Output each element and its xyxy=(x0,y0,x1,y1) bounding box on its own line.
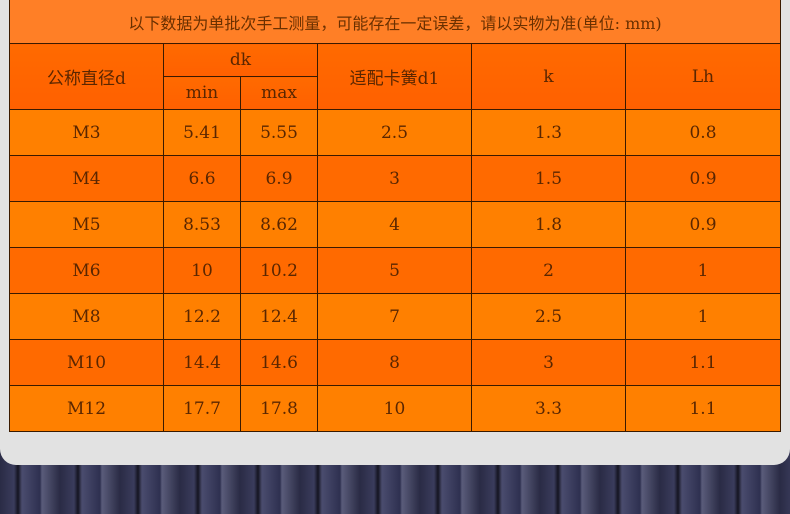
cell-d1: 4 xyxy=(317,201,472,248)
cell-k: 3 xyxy=(471,339,626,386)
cell-k: 2 xyxy=(471,247,626,294)
cell-k: 1.3 xyxy=(471,109,626,156)
cell-size: M5 xyxy=(9,201,164,248)
cell-k: 1.8 xyxy=(471,201,626,248)
cell-k: 3.3 xyxy=(471,385,626,432)
cell-dk-max: 6.9 xyxy=(240,155,318,202)
table-row: M6 10 10.2 5 2 1 xyxy=(9,247,782,294)
cell-dk-max: 10.2 xyxy=(240,247,318,294)
header-k: k xyxy=(471,43,626,110)
table-row: M4 6.6 6.9 3 1.5 0.9 xyxy=(9,155,782,202)
cell-size: M10 xyxy=(9,339,164,386)
cell-dk-min: 17.7 xyxy=(163,385,241,432)
cell-lh: 0.9 xyxy=(624,155,782,202)
cell-d1: 8 xyxy=(317,339,472,386)
cell-lh: 0.8 xyxy=(624,109,782,156)
cell-size: M4 xyxy=(9,155,164,202)
cell-dk-min: 12.2 xyxy=(163,293,241,340)
cell-dk-min: 5.41 xyxy=(163,109,241,156)
cell-dk-max: 12.4 xyxy=(240,293,318,340)
header-dk: dk xyxy=(163,43,318,77)
cell-size: M3 xyxy=(9,109,164,156)
cell-k: 1.5 xyxy=(471,155,626,202)
cell-dk-max: 17.8 xyxy=(240,385,318,432)
cell-d1: 2.5 xyxy=(317,109,472,156)
header-lh: Lh xyxy=(624,43,782,110)
cell-lh: 1 xyxy=(624,247,782,294)
cell-d1: 3 xyxy=(317,155,472,202)
cell-lh: 1.1 xyxy=(624,339,782,386)
cell-lh: 1 xyxy=(624,293,782,340)
cell-k: 2.5 xyxy=(471,293,626,340)
cell-dk-min: 14.4 xyxy=(163,339,241,386)
cell-d1: 7 xyxy=(317,293,472,340)
header-dk-min: min xyxy=(163,76,241,110)
cell-d1: 10 xyxy=(317,385,472,432)
cell-d1: 5 xyxy=(317,247,472,294)
cell-size: M6 xyxy=(9,247,164,294)
cell-size: M8 xyxy=(9,293,164,340)
cell-dk-min: 8.53 xyxy=(163,201,241,248)
measurement-note: 以下数据为单批次手工测量，可能存在一定误差，请以实物为准(单位: mm) xyxy=(8,0,782,44)
header-nominal-diameter: 公称直径d xyxy=(9,43,164,110)
cell-dk-max: 8.62 xyxy=(240,201,318,248)
table-row: M12 17.7 17.8 10 3.3 1.1 xyxy=(9,385,782,432)
cell-dk-min: 10 xyxy=(163,247,241,294)
table-row: M5 8.53 8.62 4 1.8 0.9 xyxy=(9,201,782,248)
cell-lh: 0.9 xyxy=(624,201,782,248)
cell-dk-min: 6.6 xyxy=(163,155,241,202)
cell-dk-max: 14.6 xyxy=(240,339,318,386)
header-dk-max: max xyxy=(240,76,318,110)
table-row: M8 12.2 12.4 7 2.5 1 xyxy=(9,293,782,340)
cell-dk-max: 5.55 xyxy=(240,109,318,156)
header-circlip-d1: 适配卡簧d1 xyxy=(317,43,472,110)
table-row: M10 14.4 14.6 8 3 1.1 xyxy=(9,339,782,386)
table-row: M3 5.41 5.55 2.5 1.3 0.8 xyxy=(9,109,782,156)
cell-lh: 1.1 xyxy=(624,385,782,432)
cell-size: M12 xyxy=(9,385,164,432)
spec-table: 以下数据为单批次手工测量，可能存在一定误差，请以实物为准(单位: mm) 公称直… xyxy=(8,0,782,432)
